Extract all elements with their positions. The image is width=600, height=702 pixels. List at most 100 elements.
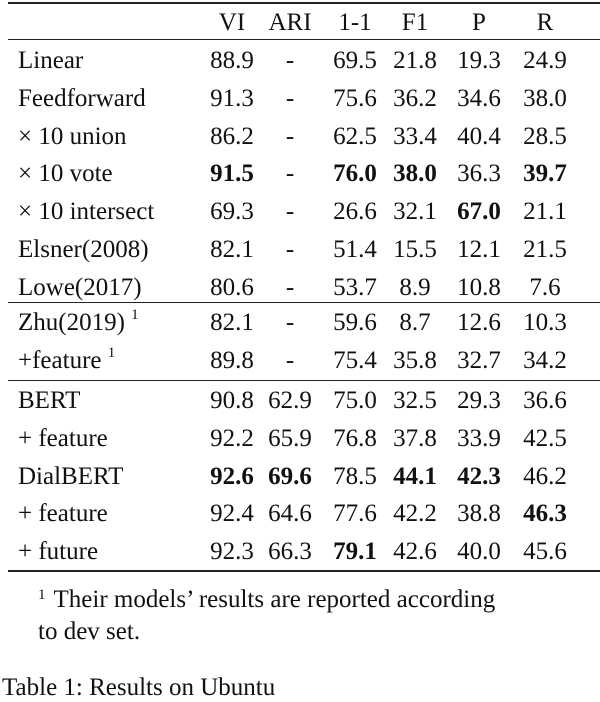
table-cell: 51.4 [333, 236, 377, 263]
table-cell: 42.3 [457, 462, 501, 490]
table-cell: 32.1 [393, 198, 437, 226]
table-cell: - [285, 47, 295, 74]
row-label: Linear [18, 42, 83, 79]
bottom-rule [8, 570, 600, 572]
table-row: DialBERT 92.6 69.6 78.5 44.1 42.3 46.2 [0, 458, 600, 495]
table-cell: 29.3 [457, 387, 501, 414]
table-cell: 42.5 [523, 424, 567, 452]
row-label-text: + future [18, 538, 99, 566]
table-cell: 75.6 [333, 84, 377, 112]
table-cell: 82.1 [210, 236, 254, 263]
table-cell: 59.6 [333, 309, 377, 336]
table-cell: 38.8 [457, 500, 501, 528]
table-cell: 80.6 [210, 273, 254, 301]
column-header: F1 [401, 9, 429, 36]
table-cell: 38.0 [523, 84, 567, 112]
table-cell: 91.3 [210, 84, 254, 112]
table-cell: 75.0 [333, 387, 377, 414]
table-cell: 40.0 [457, 538, 501, 566]
table-cell: 21.1 [523, 198, 567, 226]
table-cell: 67.0 [457, 198, 501, 226]
group-rule [8, 380, 600, 381]
table-cell: 69.5 [333, 47, 377, 74]
table-cell: 90.8 [210, 387, 254, 414]
table-cell: 76.8 [333, 424, 377, 452]
table-cell: 32.5 [393, 387, 437, 414]
table-row: × 10 vote 91.5 - 76.0 38.0 36.3 39.7 [0, 155, 600, 192]
table-cell: 34.6 [457, 84, 501, 112]
table-cell: 53.7 [333, 273, 377, 301]
table-cell: 77.6 [333, 500, 377, 528]
row-label: Zhu(2019) 1 [18, 304, 139, 341]
table-cell: 78.5 [333, 462, 377, 490]
table-cell: 91.5 [210, 160, 254, 188]
footnote: 1 Their models’ results are reported acco… [38, 584, 495, 648]
table-cell: 12.1 [457, 236, 501, 263]
row-label-text: + feature [18, 500, 108, 528]
row-label-text: + feature [18, 424, 108, 452]
table-cell: 79.1 [333, 538, 377, 566]
row-label: DialBERT [18, 458, 123, 495]
table-cell: 62.5 [333, 122, 377, 150]
table-cell: 40.4 [457, 122, 501, 150]
table-cell: 26.6 [333, 198, 377, 226]
table-cell: 12.6 [457, 309, 501, 336]
table-cell: - [285, 346, 295, 374]
table-cell: 76.0 [333, 160, 377, 188]
column-header: VI [218, 9, 246, 36]
table-cell: 24.9 [523, 47, 567, 74]
table-cell: - [285, 236, 295, 263]
table-row: × 10 union 86.2 - 62.5 33.4 40.4 28.5 [0, 118, 600, 155]
table-cell: 92.3 [210, 538, 254, 566]
footnote-ref: 1 [131, 307, 139, 323]
row-label: Lowe(2017) [18, 269, 142, 306]
table-cell: 15.5 [393, 236, 437, 263]
table-cell: - [285, 273, 295, 301]
table-cell: 7.6 [529, 273, 561, 301]
table-row: Feedforward 91.3 - 75.6 36.2 34.6 38.0 [0, 80, 600, 117]
table-cell: 36.2 [393, 84, 437, 112]
footnote-line-1: Their models’ results are reported accor… [53, 586, 496, 613]
row-label: +feature 1 [18, 342, 115, 379]
table-cell: 92.2 [210, 424, 254, 452]
table-cell: 10.8 [457, 273, 501, 301]
table-cell: 66.3 [268, 538, 312, 566]
column-header: ARI [268, 9, 312, 36]
row-label: BERT [18, 382, 80, 419]
table-cell: 33.9 [457, 424, 501, 452]
table-cell: 35.8 [393, 346, 437, 374]
table-cell: 34.2 [523, 346, 567, 374]
table-caption: Table 1: Results on Ubuntu [2, 674, 276, 701]
table-cell: 33.4 [393, 122, 437, 150]
table-row: +feature 1 89.8 - 75.4 35.8 32.7 34.2 [0, 342, 600, 379]
table-cell: 8.9 [399, 273, 431, 301]
column-header: P [472, 9, 486, 36]
row-label: Elsner(2008) [18, 231, 149, 268]
row-label-text: × 10 union [18, 122, 127, 150]
row-label-text: Feedforward [18, 84, 146, 112]
table-cell: 65.9 [268, 424, 312, 452]
row-label: + future [18, 533, 98, 570]
table-cell: 38.0 [393, 160, 437, 188]
row-label: × 10 vote [18, 155, 113, 192]
table-cell: 64.6 [268, 500, 312, 528]
row-label-text: BERT [18, 387, 81, 414]
table-cell: - [285, 309, 295, 336]
row-label: + feature [18, 420, 108, 457]
table-row: Zhu(2019) 1 82.1 - 59.6 8.7 12.6 10.3 [0, 304, 600, 341]
row-label-text: DialBERT [18, 462, 124, 490]
group-rule [8, 302, 600, 303]
table-cell: 88.9 [210, 47, 254, 74]
row-label: × 10 intersect [18, 193, 154, 230]
row-label: × 10 union [18, 118, 127, 155]
top-rule [8, 2, 600, 4]
header-rule [8, 39, 600, 40]
table-cell: 86.2 [210, 122, 254, 150]
row-label-text: × 10 intersect [18, 198, 155, 226]
table-cell: 36.3 [457, 160, 501, 188]
table-cell: 37.8 [393, 424, 437, 452]
table-cell: 36.6 [523, 387, 567, 414]
table-cell: 69.3 [210, 198, 254, 226]
row-label-text: Linear [18, 47, 84, 74]
row-label: Feedforward [18, 80, 146, 117]
